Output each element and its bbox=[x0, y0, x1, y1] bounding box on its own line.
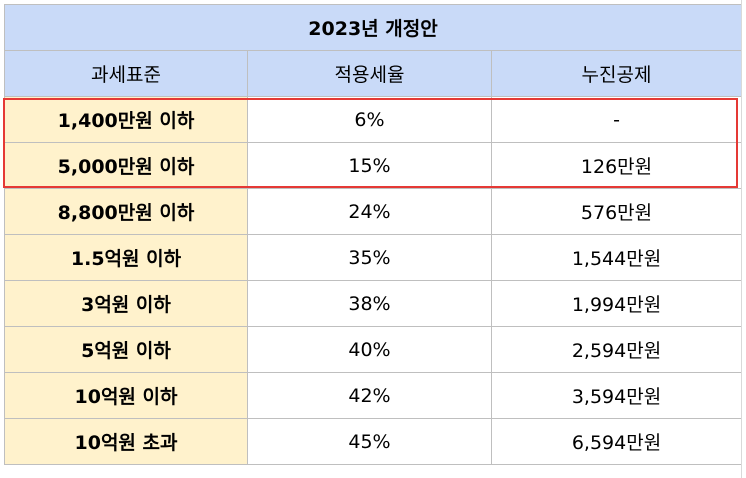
table-row: 3억원 이하 38% 1,994만원 bbox=[4, 280, 743, 327]
rate-cell[interactable]: 40% bbox=[247, 326, 492, 373]
table-row: 8,800만원 이하 24% 576만원 bbox=[4, 188, 743, 235]
bracket-cell[interactable]: 1.5억원 이하 bbox=[4, 234, 248, 281]
column-header-rate[interactable]: 적용세율 bbox=[247, 50, 492, 97]
deduction-cell[interactable]: 6,594만원 bbox=[490, 418, 743, 465]
rate-cell[interactable]: 35% bbox=[247, 234, 492, 281]
table-title[interactable]: 2023년 개정안 bbox=[3, 4, 743, 51]
bracket-cell[interactable]: 5억원 이하 bbox=[4, 326, 248, 373]
table-row: 1.5억원 이하 35% 1,544만원 bbox=[4, 234, 743, 281]
bracket-cell[interactable]: 3억원 이하 bbox=[4, 280, 248, 327]
title-row: 2023년 개정안 bbox=[3, 4, 743, 51]
tax-rate-table: 2023년 개정안 과세표준 적용세율 누진공제 1,400만원 이하 6% -… bbox=[3, 4, 743, 465]
deduction-cell[interactable]: 2,594만원 bbox=[490, 326, 743, 373]
table-row: 1,400만원 이하 6% - bbox=[4, 96, 743, 143]
rate-cell[interactable]: 38% bbox=[247, 280, 492, 327]
rate-cell[interactable]: 45% bbox=[247, 418, 492, 465]
bracket-cell[interactable]: 5,000만원 이하 bbox=[4, 142, 248, 189]
table-row: 10억원 이하 42% 3,594만원 bbox=[4, 372, 743, 419]
header-row: 과세표준 적용세율 누진공제 bbox=[4, 50, 743, 97]
column-header-bracket[interactable]: 과세표준 bbox=[4, 50, 248, 97]
bracket-cell[interactable]: 10억원 이하 bbox=[4, 372, 248, 419]
table-row: 10억원 초과 45% 6,594만원 bbox=[4, 418, 743, 465]
bracket-cell[interactable]: 1,400만원 이하 bbox=[4, 96, 248, 143]
bracket-cell[interactable]: 10억원 초과 bbox=[4, 418, 248, 465]
deduction-cell[interactable]: 1,544만원 bbox=[490, 234, 743, 281]
column-header-deduction[interactable]: 누진공제 bbox=[490, 50, 743, 97]
deduction-cell[interactable]: - bbox=[490, 96, 743, 143]
rate-cell[interactable]: 42% bbox=[247, 372, 492, 419]
bracket-cell[interactable]: 8,800만원 이하 bbox=[4, 188, 248, 235]
deduction-cell[interactable]: 126만원 bbox=[490, 142, 743, 189]
table-row: 5,000만원 이하 15% 126만원 bbox=[4, 142, 743, 189]
deduction-cell[interactable]: 576만원 bbox=[490, 188, 743, 235]
table-row: 5억원 이하 40% 2,594만원 bbox=[4, 326, 743, 373]
deduction-cell[interactable]: 3,594만원 bbox=[490, 372, 743, 419]
sheet-edge bbox=[741, 0, 746, 478]
deduction-cell[interactable]: 1,994만원 bbox=[490, 280, 743, 327]
rate-cell[interactable]: 15% bbox=[247, 142, 492, 189]
rate-cell[interactable]: 6% bbox=[247, 96, 492, 143]
rate-cell[interactable]: 24% bbox=[247, 188, 492, 235]
